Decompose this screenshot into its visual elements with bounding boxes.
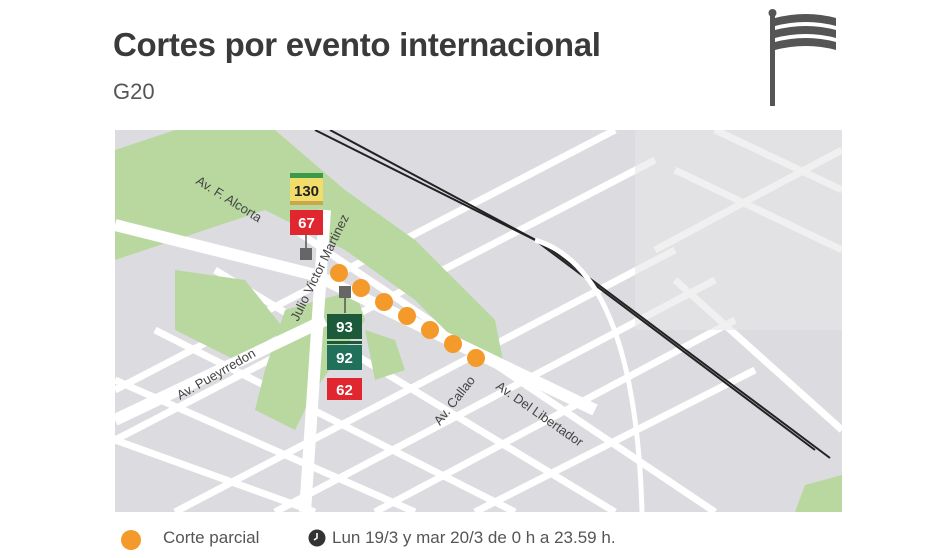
closure-point — [375, 293, 393, 311]
closure-point — [352, 279, 370, 297]
closure-point — [421, 321, 439, 339]
closure-points — [330, 264, 485, 367]
bus-line-130: 130 — [290, 173, 323, 205]
svg-text:93: 93 — [336, 319, 353, 336]
closure-point — [330, 264, 348, 282]
closure-legend-icon — [121, 530, 141, 550]
bus-stop-north[interactable] — [300, 235, 312, 260]
svg-text:92: 92 — [336, 350, 353, 367]
bus-line-67: 67 — [290, 210, 323, 235]
closure-point — [444, 335, 462, 353]
closure-legend-label: Corte parcial — [163, 528, 260, 547]
bus-line-93: 93 — [327, 314, 362, 344]
bus-line-62: 62 — [327, 378, 362, 400]
page-subtitle: G20 — [113, 79, 155, 104]
flag-icon — [768, 9, 836, 106]
bus-stop-south[interactable] — [339, 286, 351, 313]
svg-text:62: 62 — [336, 382, 353, 399]
bus-line-92: 92 — [327, 345, 362, 370]
map[interactable]: Av. F. Alcorta Julio Victor Martinez Av.… — [115, 130, 842, 512]
page-title: Cortes por evento internacional — [113, 26, 601, 63]
clock-icon — [308, 529, 326, 547]
svg-text:130: 130 — [294, 183, 319, 200]
closure-point — [398, 307, 416, 325]
closure-point — [467, 349, 485, 367]
svg-text:67: 67 — [298, 215, 315, 232]
railway — [314, 130, 831, 512]
schedule-text: Lun 19/3 y mar 20/3 de 0 h a 23.59 h. — [332, 528, 616, 547]
